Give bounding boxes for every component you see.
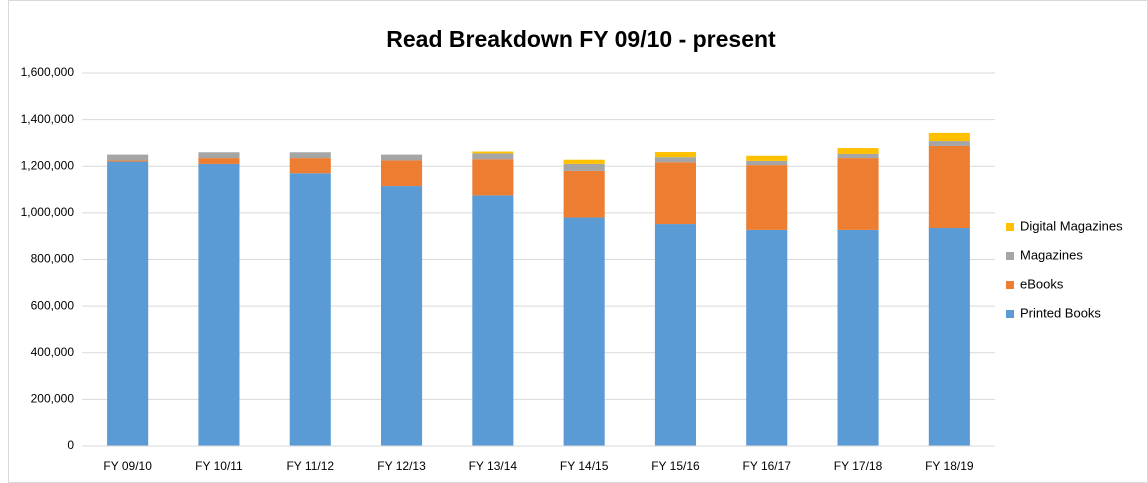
bar-segment (837, 153, 879, 159)
x-tick-label: FY 09/10 (103, 459, 152, 473)
y-tick-label: 1,000,000 (21, 205, 75, 219)
bar-segment (563, 217, 605, 446)
bar-segment (289, 152, 331, 159)
y-tick-label: 1,400,000 (21, 112, 75, 126)
x-tick-label: FY 14/15 (560, 459, 609, 473)
bar-segment (928, 228, 970, 446)
y-tick-label: 800,000 (31, 252, 75, 266)
bar-segment (746, 165, 788, 230)
bar-segment (381, 186, 423, 447)
bar-segment (289, 158, 331, 174)
bar-segment (563, 159, 605, 164)
bar-segment (837, 229, 879, 446)
chart-title: Read Breakdown FY 09/10 - present (386, 26, 776, 52)
bar-segment (654, 224, 696, 446)
y-tick-label: 1,600,000 (21, 65, 75, 79)
bar-segment (472, 195, 514, 446)
legend-label: eBooks (1020, 276, 1064, 291)
bar-segment (563, 163, 605, 171)
x-tick-label: FY 10/11 (195, 459, 243, 473)
x-tick-label: FY 18/19 (925, 459, 974, 473)
x-tick-label: FY 16/17 (743, 459, 792, 473)
bar-segment (472, 153, 514, 160)
legend-swatch (1006, 281, 1014, 289)
x-tick-label: FY 12/13 (377, 459, 426, 473)
legend-label: Digital Magazines (1020, 218, 1123, 233)
bar-segment (198, 163, 240, 446)
bar-segment (837, 148, 879, 154)
bar-segment (472, 159, 514, 196)
bar-segment (107, 160, 149, 162)
legend-swatch (1006, 252, 1014, 260)
bar-segment (198, 152, 240, 159)
bar-segment (746, 229, 788, 446)
y-tick-label: 400,000 (31, 345, 75, 359)
y-tick-label: 600,000 (31, 298, 75, 312)
bar-segment (654, 152, 696, 158)
bar-segment (381, 160, 423, 187)
legend-swatch (1006, 223, 1014, 231)
legend-label: Printed Books (1020, 305, 1101, 320)
y-tick-label: 0 (67, 438, 74, 452)
bar-segment (381, 154, 423, 161)
y-tick-label: 200,000 (31, 392, 75, 406)
x-tick-label: FY 17/18 (834, 459, 883, 473)
legend-swatch (1006, 310, 1014, 318)
bar-segment (472, 151, 514, 154)
bar-segment (654, 157, 696, 163)
bar-segment (563, 170, 605, 218)
bar-segment (289, 173, 331, 446)
y-tick-label: 1,200,000 (21, 158, 75, 172)
bar-segment (107, 154, 149, 161)
bar-segment (837, 158, 879, 230)
bar-segment (928, 145, 970, 229)
x-tick-label: FY 13/14 (469, 459, 518, 473)
bar-segment (654, 162, 696, 225)
bar-segment (198, 158, 240, 164)
legend-label: Magazines (1020, 247, 1083, 262)
bar-segment (746, 160, 788, 166)
x-tick-label: FY 11/12 (286, 459, 334, 473)
x-tick-label: FY 15/16 (651, 459, 700, 473)
bar-segment (928, 132, 970, 142)
bar-segment (746, 155, 788, 161)
bar-segment (928, 141, 970, 146)
bar-segment (107, 161, 149, 446)
